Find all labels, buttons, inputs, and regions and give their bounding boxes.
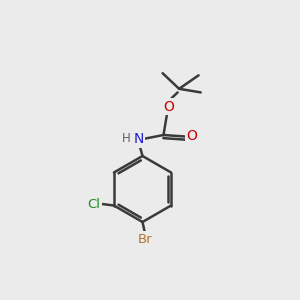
Text: O: O	[186, 130, 197, 143]
Text: O: O	[163, 100, 174, 114]
Text: Cl: Cl	[87, 197, 100, 211]
Text: Br: Br	[138, 233, 152, 246]
Text: H: H	[122, 132, 131, 146]
Text: N: N	[134, 132, 144, 146]
